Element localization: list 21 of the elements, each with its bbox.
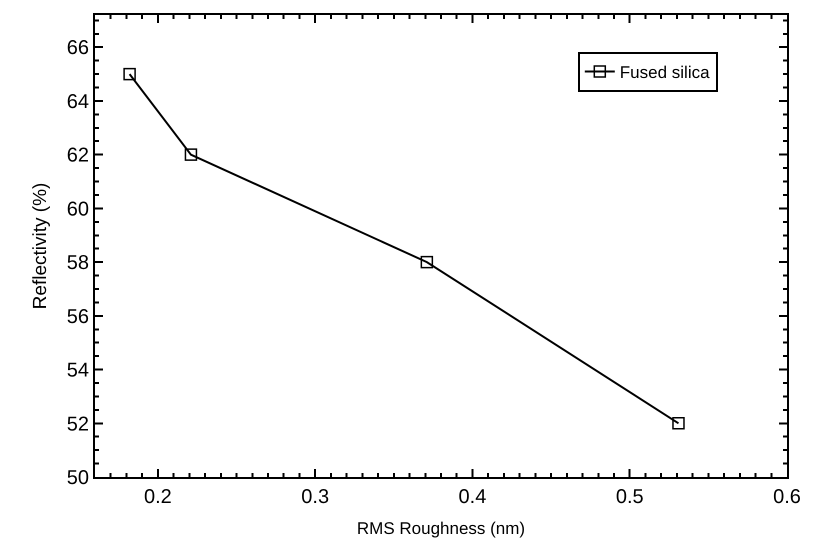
legend-label: Fused silica (620, 63, 710, 82)
y-tick-label: 66 (66, 37, 89, 60)
x-axis-title: RMS Roughness (nm) (356, 518, 526, 538)
y-tick-label: 56 (66, 306, 89, 328)
point (123, 68, 136, 80)
y-tick-label: 62 (66, 144, 89, 167)
x-tick-label: 0.6 (773, 486, 801, 508)
point (672, 417, 685, 430)
x-tick-label: 0.5 (616, 486, 644, 508)
y-tick-label: 58 (66, 252, 89, 274)
x-tick-label: 0.4 (458, 486, 486, 508)
y-tick-label: 64 (66, 90, 89, 113)
x-tick-label: 0.2 (144, 486, 172, 508)
y-tick-label: 60 (66, 198, 89, 220)
y-tick-label: 54 (66, 360, 89, 382)
y-axis-title: Reflectivity (%) (30, 182, 52, 310)
y-tick-label: 50 (66, 467, 89, 489)
point (184, 148, 198, 161)
x-tick-label: 0.3 (301, 486, 330, 508)
y-tick-label: 52 (66, 413, 89, 436)
point (420, 256, 434, 268)
